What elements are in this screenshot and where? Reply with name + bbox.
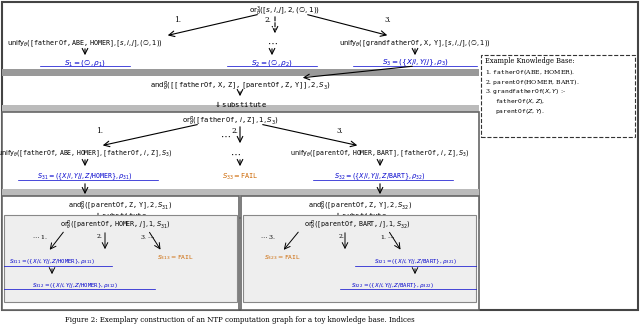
Bar <box>2 112 479 218</box>
Bar <box>2 196 239 310</box>
Bar <box>4 215 237 302</box>
Text: 1. $\cdots$: 1. $\cdots$ <box>380 233 396 241</box>
Text: $S_{321} = (\{X/i, Y/j, Z/\mathtt{BART}\}, \rho_{321})$: $S_{321} = (\{X/i, Y/j, Z/\mathtt{BART}\… <box>374 257 456 266</box>
Text: $S_{312} = (\{X/i, Y/j, Z/\mathtt{HOMER}\}, \rho_{312})$: $S_{312} = (\{X/i, Y/j, Z/\mathtt{HOMER}… <box>32 280 118 290</box>
Text: $\Downarrow\mathtt{substitute}$: $\Downarrow\mathtt{substitute}$ <box>333 211 387 219</box>
Text: $\Downarrow\mathtt{substitute}$: $\Downarrow\mathtt{substitute}$ <box>213 99 267 109</box>
Text: 2.: 2. <box>339 235 345 239</box>
Text: $S_{31} = (\{X/i, Y/j, Z/\mathtt{HOMER}\}, \rho_{31})$: $S_{31} = (\{X/i, Y/j, Z/\mathtt{HOMER}\… <box>37 172 133 182</box>
Text: $S_{313} = \mathtt{FAIL}$: $S_{313} = \mathtt{FAIL}$ <box>157 254 193 262</box>
Text: $\cdots$ 1.: $\cdots$ 1. <box>32 233 48 241</box>
Text: Example Knowledge Base:: Example Knowledge Base: <box>485 57 575 65</box>
Text: $\mathrm{and}_{\theta}^{R}(\mathtt{[parentOf, Z, Y]}, 2, S_{31})$: $\mathrm{and}_{\theta}^{R}(\mathtt{[pare… <box>68 199 172 213</box>
Text: $S_{311} = (\{X/i, Y/j, Z/\mathtt{HOMER}\}, \rho_{311})$: $S_{311} = (\{X/i, Y/j, Z/\mathtt{HOMER}… <box>9 257 95 266</box>
Text: $\mathrm{or}_{\theta}^{3}([s,i,j],2,(\varnothing,1))$: $\mathrm{or}_{\theta}^{3}([s,i,j],2,(\va… <box>250 4 321 18</box>
Text: $\mathtt{fatherOf}(X,Z)$,: $\mathtt{fatherOf}(X,Z)$, <box>495 97 545 106</box>
Text: $\mathrm{or}_{\theta}^{R}(\mathtt{[parentOf, BART,}j\mathtt{]},1,S_{32})$: $\mathrm{or}_{\theta}^{R}(\mathtt{[paren… <box>304 218 410 232</box>
Text: 3. $\mathtt{grandfatherOf}(X,Y)$ :-: 3. $\mathtt{grandfatherOf}(X,Y)$ :- <box>485 87 566 96</box>
Text: $\Downarrow\mathtt{substitute}$: $\Downarrow\mathtt{substitute}$ <box>93 211 147 219</box>
Text: $\mathrm{or}_{\theta}^{R}(\mathtt{[parentOf, HOMER,}j\mathtt{]},1,S_{31})$: $\mathrm{or}_{\theta}^{R}(\mathtt{[paren… <box>60 218 170 232</box>
Text: 3. $\cdots$: 3. $\cdots$ <box>140 233 156 241</box>
Text: $\mathrm{unify}_{\theta}(\mathtt{[grandfatherOf, X, Y]},[s,i,j],(\varnothing,1)): $\mathrm{unify}_{\theta}(\mathtt{[grandf… <box>339 37 491 49</box>
Text: $\mathrm{unify}_{\theta}(\mathtt{[parentOf, HOMER, BART]},\mathtt{[fatherOf,}i\m: $\mathrm{unify}_{\theta}(\mathtt{[parent… <box>290 149 470 159</box>
Text: $\mathrm{unify}_{\theta}(\mathtt{[fatherOf, ABE, HOMER]},[s,i,j],(\varnothing,1): $\mathrm{unify}_{\theta}(\mathtt{[father… <box>7 37 163 49</box>
Text: 2.: 2. <box>232 127 239 135</box>
Bar <box>241 196 479 310</box>
Text: 1.: 1. <box>175 16 182 24</box>
Text: $\mathrm{and}_{\theta}^{R}(\mathtt{[[fatherOf, X, Z], [parentOf, Z, Y]]}, 2, S_3: $\mathrm{and}_{\theta}^{R}(\mathtt{[[fat… <box>150 79 330 92</box>
Text: 1. $\mathtt{fatherOf}$(ABE, HOMER).: 1. $\mathtt{fatherOf}$(ABE, HOMER). <box>485 67 575 77</box>
Text: 2. $\mathtt{parentOf}$(HOMER, BART).: 2. $\mathtt{parentOf}$(HOMER, BART). <box>485 77 580 87</box>
Text: $\cdots$: $\cdots$ <box>267 38 277 48</box>
Text: 1.: 1. <box>97 127 104 135</box>
Text: $S_{322} = (\{X/i, Y/j, Z/\mathtt{BART}\}, \rho_{322})$: $S_{322} = (\{X/i, Y/j, Z/\mathtt{BART}\… <box>351 280 433 290</box>
Text: $\cdots$ 3.: $\cdots$ 3. <box>260 233 276 241</box>
Text: $\mathrm{unify}_{\theta}(\mathtt{[fatherOf, ABE, HOMER]},\mathtt{[fatherOf,}i\ma: $\mathrm{unify}_{\theta}(\mathtt{[father… <box>0 149 173 159</box>
Bar <box>2 189 479 196</box>
Bar <box>2 69 479 76</box>
Text: $S_2 = (\varnothing, \rho_2)$: $S_2 = (\varnothing, \rho_2)$ <box>251 57 293 69</box>
Text: $\cdots$: $\cdots$ <box>220 131 230 141</box>
Text: 2.: 2. <box>97 235 103 239</box>
Text: $\cdots$: $\cdots$ <box>230 149 241 159</box>
Text: $S_1 = (\varnothing, \rho_1)$: $S_1 = (\varnothing, \rho_1)$ <box>64 57 106 69</box>
Bar <box>2 105 479 112</box>
Text: $S_{33} = \mathtt{FAIL}$: $S_{33} = \mathtt{FAIL}$ <box>221 172 259 182</box>
Text: $\mathrm{or}_{\theta}^{R}(\mathtt{[fatherOf,}i\mathtt{,Z]},1,S_3)$: $\mathrm{or}_{\theta}^{R}(\mathtt{[fathe… <box>182 114 278 128</box>
Text: $S_{32} = (\{X/i, Y/j, Z/\mathtt{BART}\}, \rho_{32})$: $S_{32} = (\{X/i, Y/j, Z/\mathtt{BART}\}… <box>334 172 426 182</box>
Text: $\mathtt{parentOf}(Z,Y)$.: $\mathtt{parentOf}(Z,Y)$. <box>495 107 545 116</box>
Text: 2.: 2. <box>264 16 271 24</box>
Text: 3.: 3. <box>385 16 392 24</box>
Bar <box>243 215 476 302</box>
Text: $S_3 = (\{X/i, Y/j\}, \rho_3)$: $S_3 = (\{X/i, Y/j\}, \rho_3)$ <box>381 58 449 68</box>
Text: $\mathrm{and}_{\theta}^{R}(\mathtt{[parentOf, Z, Y]}, 2, S_{32})$: $\mathrm{and}_{\theta}^{R}(\mathtt{[pare… <box>308 199 412 213</box>
Text: $S_{323} = \mathtt{FAIL}$: $S_{323} = \mathtt{FAIL}$ <box>264 254 300 262</box>
Text: 3.: 3. <box>337 127 344 135</box>
Bar <box>481 55 635 137</box>
Text: Figure 2: Exemplary construction of an NTP computation graph for a toy knowledge: Figure 2: Exemplary construction of an N… <box>65 316 415 324</box>
